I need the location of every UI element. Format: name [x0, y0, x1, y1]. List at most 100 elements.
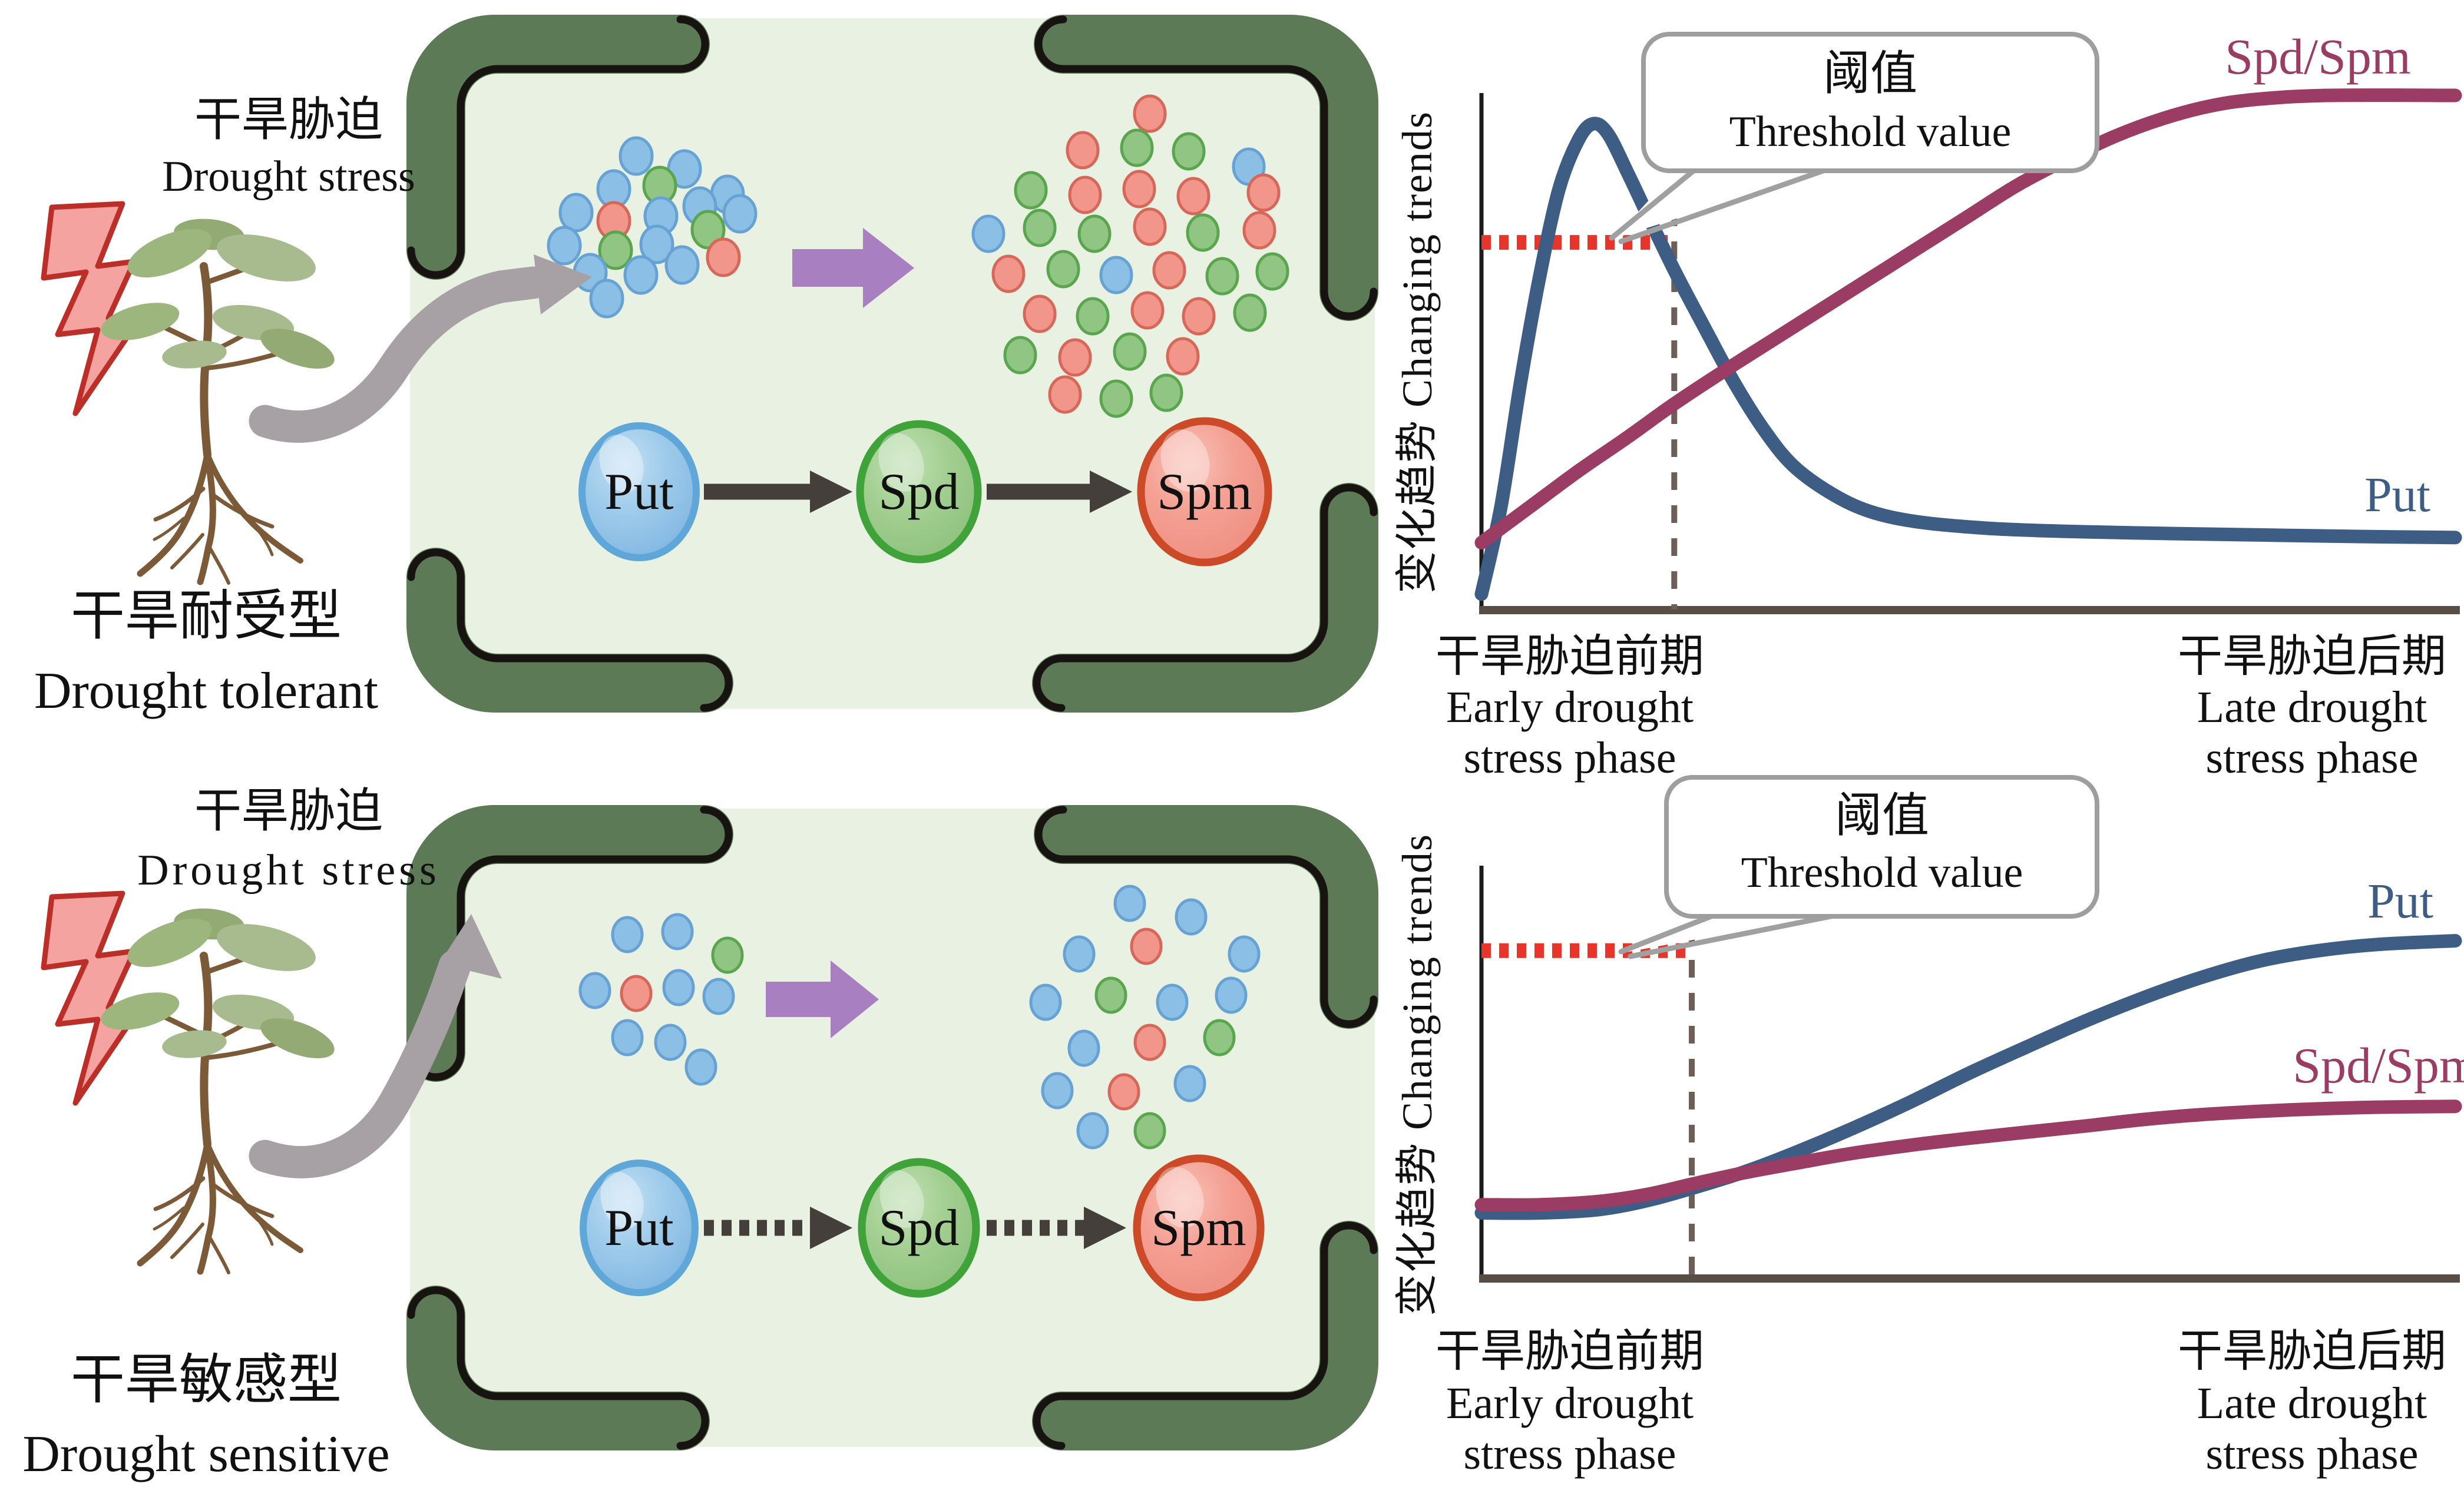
- polyamine-dot-green: [1203, 1019, 1236, 1056]
- callout-tail-edge: [1618, 168, 1826, 244]
- polyamine-dot-red: [1068, 175, 1102, 214]
- polyamine-pathway: Put Spd Spm: [578, 417, 1272, 567]
- y-axis-label: 变化趋势 Changing trends: [1394, 111, 1441, 594]
- chart-sensitive: 变化趋势 Changing trends 阈值 Threshold value …: [1394, 775, 2464, 1479]
- x-label-early-en1: Early drought: [1446, 1379, 1694, 1428]
- polyamine-dot-green: [1255, 252, 1289, 291]
- polyamine-dot-blue: [971, 214, 1006, 253]
- polyamine-dot-red: [620, 975, 653, 1012]
- threshold-label-zh: 阈值: [1835, 790, 1929, 842]
- conversion-arrowhead-icon: [810, 471, 852, 513]
- polyamine-dot-blue: [1156, 983, 1189, 1021]
- polyamine-dot-blue: [1029, 983, 1062, 1021]
- curve-put: [1474, 117, 2462, 601]
- cell-wall-corner: [406, 1286, 710, 1450]
- threshold-label-en: Threshold value: [1741, 849, 2023, 897]
- cell-wall-corner-line: [407, 1286, 709, 1450]
- spm-label: Spm: [1157, 463, 1252, 521]
- callout-tail-edge: [1628, 911, 1845, 959]
- threshold-callout: 阈值 Threshold value: [1609, 32, 2099, 244]
- cell-wall-corner-line: [1033, 483, 1378, 712]
- spm-node-highlight: [1160, 429, 1210, 492]
- polyamine-dot-blue: [558, 193, 594, 233]
- polyamine-dot-red: [1242, 211, 1276, 250]
- polyamine-dot-blue: [1173, 1065, 1206, 1102]
- polyamine-dot-blue: [578, 972, 611, 1009]
- x-label-late-en2: stress phase: [2206, 733, 2419, 783]
- polyamine-dot-green: [1076, 297, 1110, 336]
- polyamine-dot-blue: [611, 1019, 644, 1056]
- stress-title-zh-bottom: 干旱胁迫: [194, 786, 383, 837]
- cell-wall-frame: [406, 805, 1378, 1450]
- polyamine-dot-blue: [639, 224, 674, 264]
- x-axis-labels: 干旱胁迫前期 Early drought stress phase 干旱胁迫后期…: [1436, 1327, 2446, 1479]
- x-label-early-en1: Early drought: [1446, 683, 1694, 732]
- cell-wall-frame: [406, 15, 1378, 713]
- cell-wall-corner: [1034, 15, 1378, 321]
- accumulation-arrow-icon: [766, 960, 879, 1038]
- polyamine-dot-blue: [662, 969, 695, 1006]
- polyamine-dot-blue: [722, 194, 758, 234]
- chart-tolerant: 变化趋势 Changing trends 阈值 Threshold value …: [1394, 28, 2462, 783]
- spm-node: [1133, 1154, 1265, 1301]
- plant-type-en-bottom: Drought sensitive: [22, 1426, 390, 1483]
- callout-bubble: [1664, 775, 2099, 919]
- polyamine-pool-before: [547, 136, 758, 319]
- polyamine-dot-green: [1186, 213, 1220, 252]
- threshold-label-zh: 阈值: [1823, 48, 1917, 100]
- polyamine-dot-blue: [702, 978, 735, 1015]
- x-axis-labels: 干旱胁迫前期 Early drought stress phase 干旱胁迫后期…: [1436, 632, 2446, 783]
- polyamine-dot-red: [1130, 928, 1163, 965]
- curves: [1474, 934, 2462, 1220]
- put-node: [578, 422, 700, 561]
- cell-wall-corner-line: [1033, 1221, 1378, 1450]
- polyamine-dot-green: [1003, 336, 1037, 375]
- x-label-early-en2: stress phase: [1464, 733, 1676, 783]
- polyamine-dot-green: [1149, 373, 1183, 412]
- plant-type-en-top: Drought tolerant: [34, 663, 379, 720]
- polyamine-dot-red: [1166, 337, 1200, 376]
- polyamine-dot-red: [1023, 294, 1057, 333]
- polyamine-dot-red: [1246, 173, 1281, 212]
- series-label-spdspm: Spd/Spm: [2225, 28, 2410, 85]
- polyamine-dot-blue: [1099, 256, 1133, 294]
- x-label-late-zh: 干旱胁迫后期: [2178, 1327, 2446, 1376]
- polyamine-dot-blue: [1228, 935, 1261, 973]
- polyamine-dot-green: [1133, 1112, 1166, 1150]
- callout-tail-edge: [1618, 911, 1720, 955]
- spm-label: Spm: [1151, 1200, 1246, 1257]
- stress-transfer-arrow-top: [249, 254, 592, 443]
- polyamine-dot-green: [1094, 976, 1127, 1014]
- polyamine-dot-green: [1077, 214, 1112, 253]
- polyamine-dot-blue: [664, 245, 700, 285]
- conversion-arrowhead-icon: [1090, 471, 1132, 513]
- polyamine-dot-blue: [619, 136, 654, 176]
- stress-transfer-arrow-bottom: [249, 914, 502, 1178]
- polyamine-dot-green: [711, 936, 744, 974]
- polyamine-dot-blue: [661, 913, 694, 950]
- callout-bubble: [1641, 32, 2099, 173]
- polyamine-dot-green: [1120, 128, 1154, 167]
- stress-title-zh-top: 干旱胁迫: [194, 94, 383, 146]
- polyamine-dot-blue: [654, 1024, 687, 1061]
- polyamine-dot-red: [1066, 131, 1100, 170]
- conversion-arrowhead-icon: [1084, 1207, 1126, 1249]
- x-label-early-en2: stress phase: [1464, 1429, 1676, 1479]
- y-axis-label: 变化趋势 Changing trends: [1394, 833, 1441, 1316]
- cell-wall-corner-line: [1034, 806, 1378, 1028]
- polyamine-dot-green: [1205, 257, 1239, 296]
- polyamine-dot-red: [1122, 170, 1156, 208]
- polyamine-dot-blue: [1063, 935, 1096, 973]
- x-label-late-zh: 干旱胁迫后期: [2178, 632, 2446, 681]
- cell-wall-corner-line: [1034, 15, 1378, 320]
- polyamine-dot-blue: [547, 226, 582, 266]
- x-label-late-en1: Late drought: [2197, 683, 2427, 732]
- polyamine-dot-green: [1099, 379, 1133, 418]
- polyamine-pool-after: [1029, 885, 1261, 1150]
- polyamine-dot-red: [1133, 1024, 1166, 1061]
- polyamine-dot-green: [1113, 332, 1147, 371]
- polyamine-dot-red: [1176, 177, 1210, 216]
- series-label-put: Put: [2364, 468, 2430, 522]
- polyamine-pool-after: [971, 94, 1289, 418]
- polyamine-dot-blue: [1067, 1029, 1100, 1067]
